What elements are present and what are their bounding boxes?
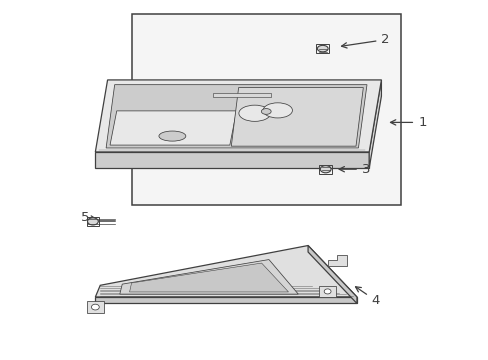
Polygon shape [120,260,298,294]
Ellipse shape [263,103,292,118]
Ellipse shape [320,166,330,173]
Polygon shape [106,85,366,148]
Polygon shape [318,286,336,297]
Polygon shape [368,80,381,168]
Polygon shape [86,301,104,313]
Polygon shape [95,246,356,297]
Ellipse shape [317,45,327,52]
Polygon shape [327,255,346,266]
Polygon shape [110,111,236,145]
Text: 3: 3 [339,163,369,176]
Bar [316,44,328,53]
Text: 2: 2 [341,33,389,48]
Ellipse shape [238,105,270,121]
Ellipse shape [159,131,185,141]
Polygon shape [231,87,363,146]
Text: 1: 1 [390,116,426,129]
Polygon shape [95,297,356,303]
Ellipse shape [261,109,270,114]
Text: 4: 4 [355,287,379,307]
Bar [319,165,331,174]
Ellipse shape [324,289,330,294]
Bar [86,217,99,226]
Polygon shape [212,93,271,97]
Polygon shape [95,80,381,152]
Ellipse shape [91,304,99,310]
Text: 5: 5 [81,211,96,224]
Bar [132,14,400,205]
Polygon shape [307,246,356,303]
Polygon shape [95,152,368,168]
Ellipse shape [87,218,98,225]
Polygon shape [129,263,288,292]
